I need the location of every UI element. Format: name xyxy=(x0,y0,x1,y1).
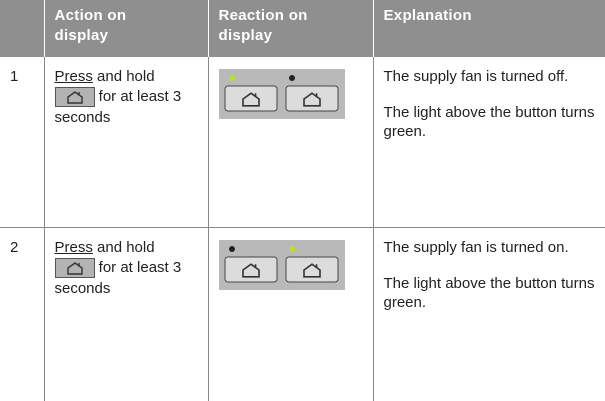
button-icon xyxy=(55,87,95,107)
explanation-text: The light above the button turns green. xyxy=(384,274,596,312)
explanation-text: The supply fan is turned on. xyxy=(384,238,596,257)
header-text: Explanation xyxy=(384,6,499,26)
explanation: The supply fan is turned off. The light a… xyxy=(373,57,605,228)
hold-text: and hold xyxy=(97,239,155,256)
hold-text: and hold xyxy=(97,68,155,85)
press-text: Press xyxy=(55,239,93,256)
explanation: The supply fan is turned on. The light ab… xyxy=(373,228,605,401)
press-text: Press xyxy=(55,68,93,85)
number: 1 xyxy=(0,57,44,228)
reaction xyxy=(208,228,373,401)
header-text: Action on display xyxy=(55,6,170,46)
row: 2 Press and hold for at least 3 seconds … xyxy=(0,228,605,401)
display-image xyxy=(219,240,345,290)
header-text: Reaction on display xyxy=(219,6,334,46)
action: Press and hold for at least 3 seconds xyxy=(44,57,208,228)
display-image xyxy=(219,69,345,119)
header-cell xyxy=(0,0,44,57)
header-row: Action on display Reaction on display Ex… xyxy=(0,0,605,57)
header-cell: Action on display xyxy=(44,0,208,57)
action: Press and hold for at least 3 seconds xyxy=(44,228,208,401)
explanation-text: The light above the button turns green. xyxy=(384,103,596,141)
reaction xyxy=(208,57,373,228)
header-cell: Reaction on display xyxy=(208,0,373,57)
header-cell: Explanation xyxy=(373,0,605,57)
explanation-text: The supply fan is turned off. xyxy=(384,67,596,86)
row: 1 Press and hold for at least 3 seconds … xyxy=(0,57,605,228)
number: 2 xyxy=(0,228,44,401)
button-icon xyxy=(55,258,95,278)
